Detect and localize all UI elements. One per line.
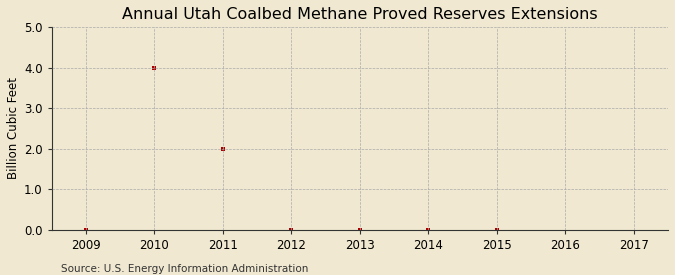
Title: Annual Utah Coalbed Methane Proved Reserves Extensions: Annual Utah Coalbed Methane Proved Reser…: [122, 7, 598, 22]
Text: Source: U.S. Energy Information Administration: Source: U.S. Energy Information Administ…: [61, 264, 308, 274]
Y-axis label: Billion Cubic Feet: Billion Cubic Feet: [7, 77, 20, 179]
